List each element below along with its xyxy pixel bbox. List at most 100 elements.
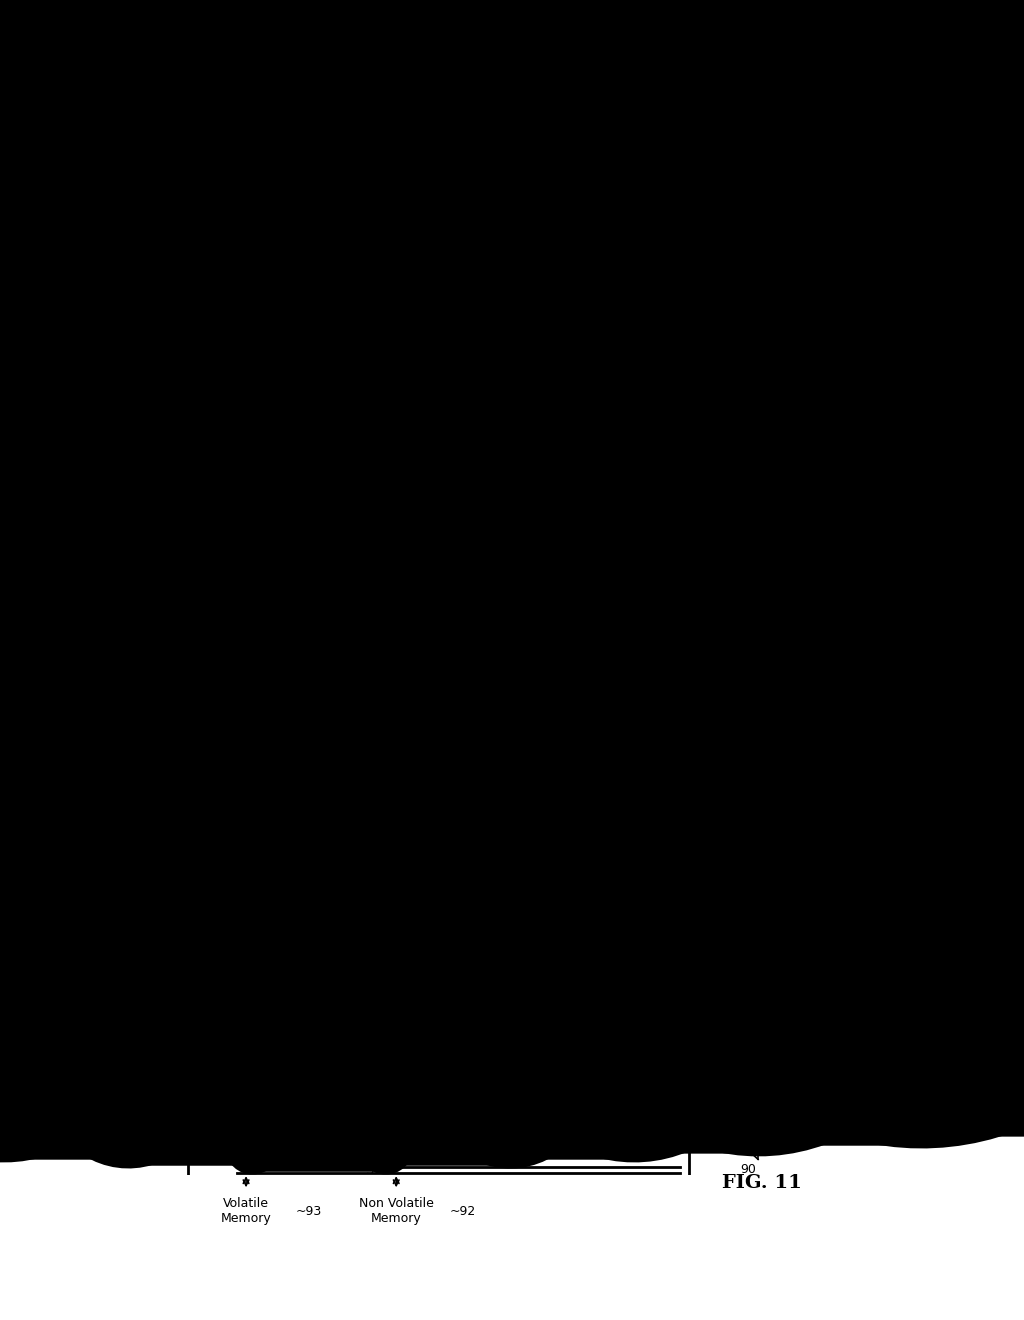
Text: ~65: ~65: [512, 676, 538, 689]
Text: Sheet 11 of 74: Sheet 11 of 74: [523, 178, 636, 193]
Text: 69: 69: [692, 766, 709, 779]
Text: Display
Controller: Display Controller: [392, 441, 454, 469]
FancyBboxPatch shape: [585, 1063, 670, 1133]
FancyBboxPatch shape: [377, 671, 469, 733]
Text: ~57: ~57: [410, 430, 436, 444]
FancyBboxPatch shape: [585, 921, 670, 986]
Text: 54: 54: [275, 268, 291, 281]
Text: Digital
Input/Output
Module: Digital Input/Output Module: [385, 857, 461, 900]
Text: Volatile
Memory: Volatile Memory: [221, 1197, 271, 1225]
Text: 90: 90: [740, 1163, 756, 1176]
Text: Dynamic Display Controller Module: Dynamic Display Controller Module: [269, 275, 562, 293]
FancyBboxPatch shape: [237, 285, 680, 1032]
Text: 75: 75: [692, 937, 709, 950]
FancyBboxPatch shape: [377, 508, 469, 570]
Text: Tamper Detection: Tamper Detection: [692, 847, 792, 858]
Text: Vehicle Brake Input: Vehicle Brake Input: [692, 865, 801, 875]
Text: ~79: ~79: [300, 979, 327, 993]
Text: Ethernet
Comm
Module: Ethernet Comm Module: [600, 932, 654, 975]
FancyBboxPatch shape: [377, 751, 469, 821]
FancyBboxPatch shape: [346, 1191, 446, 1233]
Text: FIG. 11: FIG. 11: [722, 1173, 802, 1192]
Text: INS
Module: INS Module: [393, 354, 438, 383]
Text: Fault Indicator: Fault Indicator: [692, 899, 772, 908]
Text: Analog
Input: Analog Input: [340, 945, 383, 973]
Text: ~92: ~92: [451, 1205, 476, 1218]
FancyBboxPatch shape: [273, 428, 315, 990]
FancyBboxPatch shape: [377, 590, 469, 651]
FancyBboxPatch shape: [377, 331, 454, 405]
Text: Patent Application Publication: Patent Application Publication: [209, 178, 449, 193]
Text: ~91: ~91: [686, 1138, 713, 1151]
Text: Cellular
Module: Cellular Module: [399, 606, 447, 635]
FancyBboxPatch shape: [323, 932, 400, 986]
FancyBboxPatch shape: [323, 1121, 400, 1167]
Text: ~56: ~56: [458, 362, 484, 375]
FancyBboxPatch shape: [323, 990, 400, 1052]
Text: Audio
Module: Audio Module: [339, 1130, 384, 1158]
Text: GPS
Receiver: GPS Receiver: [269, 354, 324, 383]
Text: ~81: ~81: [300, 1045, 327, 1059]
FancyBboxPatch shape: [377, 836, 469, 921]
Text: ~67: ~67: [354, 814, 380, 828]
Text: External Power: External Power: [692, 533, 786, 546]
Text: 80: 80: [559, 949, 573, 958]
Text: ~82: ~82: [300, 1102, 327, 1115]
FancyBboxPatch shape: [377, 424, 469, 486]
Text: 55: 55: [248, 268, 263, 281]
Text: RS-232/422
Test
Interface: RS-232/422 Test Interface: [591, 1076, 664, 1119]
Text: ~68: ~68: [504, 776, 530, 788]
Text: ~89: ~89: [300, 1160, 327, 1173]
Text: 88: 88: [676, 433, 691, 446]
Text: Bluetooth
Module: Bluetooth Module: [393, 688, 454, 715]
Text: ~72: ~72: [354, 915, 380, 927]
Text: ~59: ~59: [410, 515, 436, 528]
FancyBboxPatch shape: [585, 994, 670, 1059]
Text: WiFi/WiMax
Module: WiFi/WiMax Module: [388, 772, 459, 800]
Text: ~64: ~64: [354, 726, 380, 739]
Text: Non Volatile
Memory: Non Volatile Memory: [358, 1197, 433, 1225]
Text: Processor: Processor: [288, 678, 301, 739]
Text: US 2011/0191432 A1: US 2011/0191432 A1: [639, 178, 803, 193]
Circle shape: [684, 1097, 686, 1100]
Text: 58: 58: [734, 325, 751, 338]
Text: 76: 76: [481, 891, 495, 902]
Text: ~32: ~32: [356, 1164, 382, 1176]
Text: Power
Module: Power Module: [400, 525, 445, 553]
Text: 73: 73: [481, 841, 495, 850]
Text: ~76: ~76: [565, 919, 589, 928]
Circle shape: [684, 1019, 686, 1022]
Text: 66: 66: [692, 690, 709, 704]
Text: 75: 75: [481, 875, 495, 884]
Text: Power Indicator: Power Indicator: [692, 882, 779, 892]
Text: USB
Comm
Module: USB Comm Module: [604, 1005, 650, 1048]
Text: 85: 85: [692, 957, 709, 970]
Text: 71: 71: [692, 783, 709, 796]
FancyBboxPatch shape: [258, 331, 335, 405]
Text: 83: 83: [692, 1034, 709, 1047]
Text: ~78: ~78: [624, 1127, 647, 1138]
Text: Aug. 4, 2011: Aug. 4, 2011: [431, 178, 529, 193]
FancyBboxPatch shape: [188, 285, 689, 1213]
Text: Backup
Battery
Charging: Backup Battery Charging: [333, 999, 390, 1043]
Text: Controller Temperature: Controller Temperature: [420, 927, 549, 937]
Text: 63: 63: [210, 421, 225, 434]
Text: 87: 87: [692, 1092, 709, 1105]
Text: External Power: External Power: [692, 954, 776, 964]
Text: ~93: ~93: [296, 1205, 323, 1218]
Text: ~84: ~84: [593, 977, 616, 987]
Text: ~70: ~70: [504, 760, 530, 774]
Text: ~52: ~52: [354, 564, 380, 577]
Text: 86: 86: [692, 1014, 709, 1027]
Text: 62: 62: [692, 628, 709, 640]
FancyBboxPatch shape: [200, 1191, 292, 1233]
Text: ~76: ~76: [366, 989, 389, 999]
Text: 77: 77: [481, 900, 496, 909]
Text: 53: 53: [692, 306, 709, 319]
Circle shape: [684, 942, 686, 945]
Text: ~60: ~60: [354, 644, 380, 657]
Text: 75: 75: [692, 610, 709, 623]
Text: Serial
Module: Serial Module: [339, 1068, 384, 1097]
Text: Test Indicator: Test Indicator: [692, 907, 767, 917]
Text: 74: 74: [481, 858, 496, 867]
